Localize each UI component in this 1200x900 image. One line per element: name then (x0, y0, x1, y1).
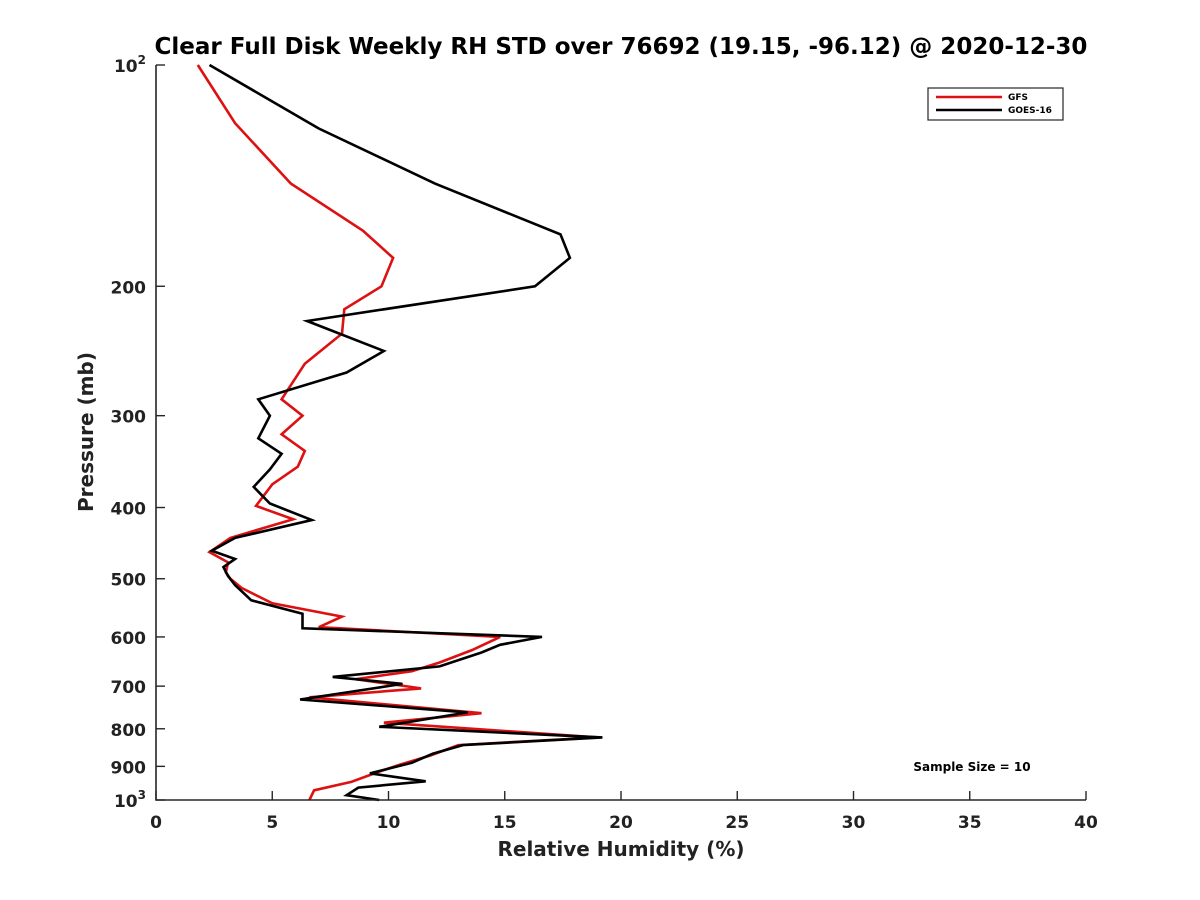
x-tick-label: 20 (609, 813, 633, 833)
legend-label-goes16: GOES-16 (1008, 106, 1052, 116)
y-tick-label: 700 (111, 678, 147, 698)
y-tick-base: 10 (114, 57, 138, 77)
y-tick-label: 300 (111, 408, 147, 428)
y-tick-label: 102 (114, 53, 146, 77)
series-line-goes16 (208, 63, 603, 802)
tick-labels: 0 5 10 15 20 25 30 35 40102200300400500600700800… (111, 53, 1098, 833)
y-axis-label: Pressure (mb) (74, 352, 98, 512)
x-axis-label: Relative Humidity (%) (497, 837, 744, 861)
legend-box (927, 87, 1064, 121)
x-tick-label: 40 (1074, 813, 1098, 833)
y-tick-exponent: 3 (138, 788, 146, 802)
x-tick-label: 30 (842, 813, 866, 833)
y-tick-label: 400 (111, 500, 147, 520)
axes (155, 64, 1087, 801)
sample-size-annotation: Sample Size = 10 (913, 760, 1030, 774)
x-tick-label: 25 (725, 813, 749, 833)
x-tick-label: 5 (266, 813, 278, 833)
y-tick-label: 800 (111, 721, 147, 741)
x-tick-label: 35 (958, 813, 982, 833)
y-tick-label: 600 (111, 629, 147, 649)
chart-title: Clear Full Disk Weekly RH STD over 76692… (155, 34, 1088, 60)
y-tick-label: 900 (111, 758, 147, 778)
plot-area (196, 63, 603, 802)
y-tick-label: 200 (111, 278, 147, 298)
y-tick-label: 500 (111, 571, 147, 591)
y-tick-base: 10 (114, 792, 138, 812)
y-tick-exponent: 2 (138, 53, 146, 67)
legend: GFS GOES-16 (927, 87, 1064, 121)
y-tick-label: 103 (114, 788, 146, 812)
x-tick-label: 0 (150, 813, 162, 833)
x-tick-label: 15 (493, 813, 517, 833)
legend-label-gfs: GFS (1008, 93, 1028, 103)
x-tick-label: 10 (377, 813, 401, 833)
